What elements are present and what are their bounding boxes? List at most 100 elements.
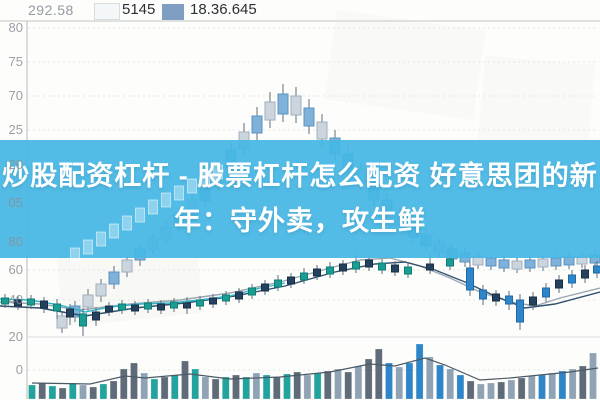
y-axis-label: 20 xyxy=(8,329,23,344)
ghost-candle xyxy=(122,215,132,231)
candle xyxy=(479,289,487,300)
ghost-candle xyxy=(96,231,106,247)
candle xyxy=(261,283,269,292)
candle xyxy=(303,107,315,127)
volume-bar xyxy=(222,376,230,400)
candle xyxy=(352,261,360,270)
y-axis-label: 0 xyxy=(15,362,23,377)
volume-bar xyxy=(487,382,495,400)
candle xyxy=(274,279,282,288)
candle xyxy=(222,294,230,302)
candle xyxy=(568,274,576,284)
volume-bar xyxy=(283,373,291,400)
y-axis-label: 75 xyxy=(8,54,23,69)
candle xyxy=(593,265,600,274)
candle xyxy=(66,308,74,318)
volume-bar xyxy=(293,371,301,400)
candle xyxy=(537,258,549,268)
candle xyxy=(446,258,454,267)
candle xyxy=(170,301,178,309)
ghost-candle xyxy=(83,239,93,255)
volume-bar xyxy=(99,383,108,400)
ghost-candle xyxy=(200,171,210,187)
volume-bar xyxy=(497,381,505,400)
volume-bar xyxy=(171,374,179,400)
ghost-candle xyxy=(109,223,119,239)
candle xyxy=(209,297,217,305)
legend-swatch-2 xyxy=(162,4,184,20)
volume-bar xyxy=(38,382,46,400)
band-overlay xyxy=(0,140,600,258)
volume-bar xyxy=(324,370,332,400)
candle xyxy=(196,299,204,307)
volume-bar xyxy=(313,372,322,400)
volume-bar xyxy=(252,372,261,400)
candle xyxy=(14,299,22,307)
volume-bar xyxy=(477,383,485,400)
header-value: 292.58 xyxy=(28,2,74,18)
volume-bar xyxy=(69,382,77,400)
candle xyxy=(426,263,434,271)
volume-bar xyxy=(130,362,138,400)
y-axis-label: 80 xyxy=(8,20,23,35)
candle xyxy=(131,304,139,312)
candle xyxy=(40,300,48,309)
volume-bar xyxy=(436,364,444,400)
candle xyxy=(492,293,500,302)
volume-bar xyxy=(58,387,67,400)
candle xyxy=(542,287,550,298)
candle xyxy=(287,276,295,285)
y-axis-label: 70 xyxy=(8,88,23,103)
candle xyxy=(56,315,68,329)
legend-label-1: 5145 xyxy=(122,1,156,18)
volume-bar xyxy=(589,352,597,400)
volume-bar xyxy=(395,366,403,400)
ghost-candle xyxy=(161,192,171,208)
ghost-candle xyxy=(187,178,197,194)
volume-bar xyxy=(528,375,536,400)
volume-bar xyxy=(354,365,363,400)
y-axis: 80 75 70 25 20 05 80 60 40 20 0 xyxy=(0,0,26,400)
candle xyxy=(391,264,399,273)
candle xyxy=(485,257,497,267)
volume-bar xyxy=(405,362,414,400)
volume-bar xyxy=(364,358,373,400)
volume-bar xyxy=(558,370,567,400)
candle xyxy=(277,93,289,115)
volume-ma-line xyxy=(31,357,599,385)
candle xyxy=(118,303,126,311)
candle xyxy=(300,272,308,281)
candle xyxy=(1,297,9,305)
chart-header: 292.58 5145 18.36.645 xyxy=(0,0,600,22)
y-axis-label: 05 xyxy=(8,195,23,210)
candle xyxy=(95,283,107,297)
ghost-candle xyxy=(174,185,184,201)
candle xyxy=(524,259,536,269)
candle xyxy=(511,260,523,270)
volume-bar xyxy=(211,378,220,400)
candle xyxy=(313,268,321,277)
candle xyxy=(53,303,61,312)
volume-bar xyxy=(191,368,199,400)
candle xyxy=(121,259,133,273)
volume-bar xyxy=(334,368,342,400)
volume-bar xyxy=(273,376,281,400)
candle xyxy=(466,267,474,291)
candle xyxy=(550,257,562,267)
volume-bar xyxy=(579,365,587,400)
y-axis-label: 40 xyxy=(8,292,23,307)
volume-bar xyxy=(466,380,475,400)
candle xyxy=(235,291,243,300)
volume-bar xyxy=(344,371,352,400)
volume-bar xyxy=(385,362,393,400)
candle xyxy=(498,259,510,269)
volume-bar xyxy=(446,368,454,400)
candle xyxy=(316,121,328,140)
y-axis-label: 20 xyxy=(8,157,23,172)
volume-bar xyxy=(201,376,210,400)
candle xyxy=(248,287,256,296)
candle xyxy=(505,295,513,305)
volume-bar xyxy=(150,378,159,400)
